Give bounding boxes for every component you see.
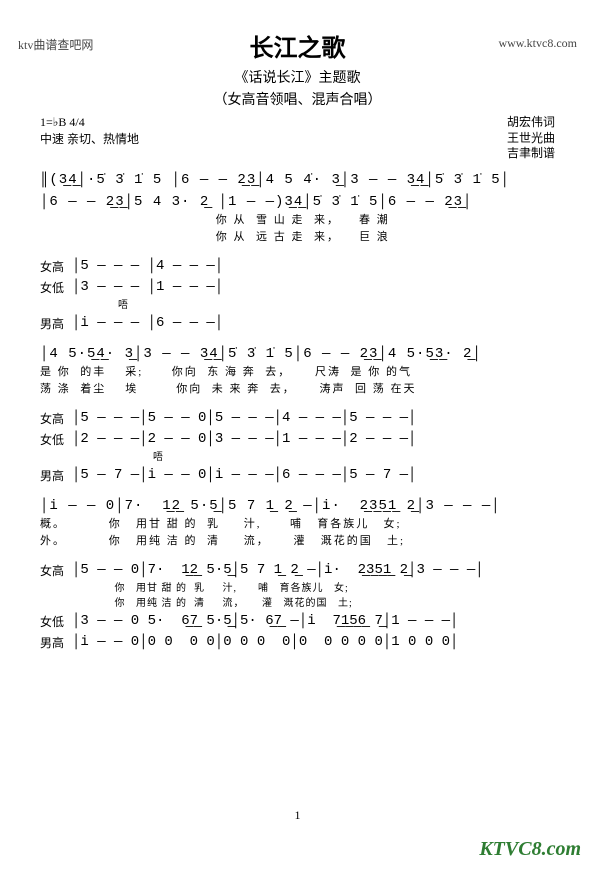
block-2: 女高 │5 — — —│5 — — 0│5 — — —│4 — — —│5 — … — [40, 410, 555, 484]
page-number: 1 — [0, 808, 595, 823]
block3-alto: │3 — — 0 5· 6̲7̲ 5·5̲│5· 6̲7̲ —│i 7̲1̲5̲… — [72, 613, 555, 629]
lyricist: 胡宏伟词 — [507, 115, 555, 131]
block3-soprano: │5 — — 0│7· 1̲2̲ 5·5̲│5 7 1̲ 2̲ —│i· 2̲3… — [72, 562, 555, 578]
block-1: 女高 │5 — — — │4 — — —│ 女低 │3 — — — │1 — —… — [40, 258, 555, 332]
part-label-tenor: 男高 — [40, 315, 72, 332]
key-signature: 1=♭B 4/4 — [40, 115, 139, 130]
main3-lyrics-1: 概。 你 用甘 甜 的 乳 汁, 哺 育各族儿 女; — [40, 515, 555, 531]
tempo-mark: 中速 亲切、热情地 — [40, 130, 139, 147]
intro-line-1: ║(3̲4̲│·5̇ 3̇ 1̇ 5 │6 — — 2̲3̲│4 5 4̇· 3… — [40, 172, 555, 188]
site-name-left: ktv曲谱查吧网 — [18, 36, 93, 53]
block3-sg-lyric-1: 你 用甘 甜 的 乳 汁, 哺 育各族儿 女; — [76, 579, 555, 594]
block2-alto-lyric: 唔 — [76, 448, 555, 463]
main2-lyrics-2: 荡 涤 着尘 埃 你向 未 来 奔 去， 涛声 回 荡 在天 — [40, 380, 555, 396]
part-label-soprano-3: 女高 — [40, 562, 72, 579]
part-label-alto: 女低 — [40, 279, 72, 296]
part-label-soprano: 女高 — [40, 258, 72, 275]
intro-line-2: │6 — — 2̲3̲│5 4 3· 2̲ │1 — —)3̲4̲│5̇ 3̇ … — [40, 194, 555, 210]
main2-lyrics-1: 是 你 的丰 采; 你向 东 海 奔 去， 尺涛 是 你 的气 — [40, 363, 555, 379]
composer: 王世光曲 — [507, 131, 555, 147]
footer-logo: KTVC8.com — [479, 838, 581, 861]
main3-lyrics-2: 外。 你 用纯 洁 的 清 流， 灌 溉花的国 土; — [40, 532, 555, 548]
part-label-alto-2: 女低 — [40, 431, 72, 448]
key-tempo: 1=♭B 4/4 中速 亲切、热情地 — [40, 115, 139, 162]
block1-soprano: │5 — — — │4 — — —│ — [72, 258, 555, 274]
block3-sg-lyric-2: 你 用纯 洁 的 清 流， 灌 溉花的国 土; — [76, 594, 555, 609]
part-label-alto-3: 女低 — [40, 613, 72, 630]
song-subtitle-2: （女高音领唱、混声合唱） — [0, 89, 595, 109]
block2-soprano: │5 — — —│5 — — 0│5 — — —│4 — — —│5 — — —… — [72, 410, 555, 426]
block1-alto-lyric: 唔 — [76, 296, 555, 311]
part-label-tenor-3: 男高 — [40, 634, 72, 651]
song-subtitle: 《话说长江》主题歌 — [0, 67, 595, 87]
block2-tenor: │5 — 7 —│i — — 0│i — — —│6 — — —│5 — 7 —… — [72, 467, 555, 483]
intro-lyrics-1: 你 从 雪 山 走 来， 春 潮 — [40, 211, 555, 227]
main-line-3: │i — — 0│7· 1̲2̲ 5·5̲│5 7 1̲ 2̲ —│i· 2̲3… — [40, 498, 555, 514]
credits: 胡宏伟词 王世光曲 吉聿制谱 — [507, 115, 555, 162]
part-label-tenor-2: 男高 — [40, 467, 72, 484]
block2-alto: │2 — — —│2 — — 0│3 — — —│1 — — —│2 — — —… — [72, 431, 555, 447]
score-body: ║(3̲4̲│·5̇ 3̇ 1̇ 5 │6 — — 2̲3̲│4 5 4̇· 3… — [40, 172, 555, 651]
intro-lyrics-2: 你 从 远 古 走 来， 巨 浪 — [40, 228, 555, 244]
block1-alto: │3 — — — │1 — — —│ — [72, 279, 555, 295]
site-url-right: www.ktvc8.com — [498, 36, 577, 51]
block-3: 女高 │5 — — 0│7· 1̲2̲ 5·5̲│5 7 1̲ 2̲ —│i· … — [40, 562, 555, 651]
block1-tenor: │i — — — │6 — — —│ — [72, 315, 555, 331]
notation-by: 吉聿制谱 — [507, 146, 555, 162]
block3-tenor: │i — — 0│0 0 0 0│0 0 0 0│0 0 0 0 0│1 0 0… — [72, 634, 555, 650]
main-line-2: │4 5·5̲4̲· 3̲│3 — — 3̲4̲│5̇ 3̇ 1̇ 5│6 — … — [40, 346, 555, 362]
part-label-soprano-2: 女高 — [40, 410, 72, 427]
